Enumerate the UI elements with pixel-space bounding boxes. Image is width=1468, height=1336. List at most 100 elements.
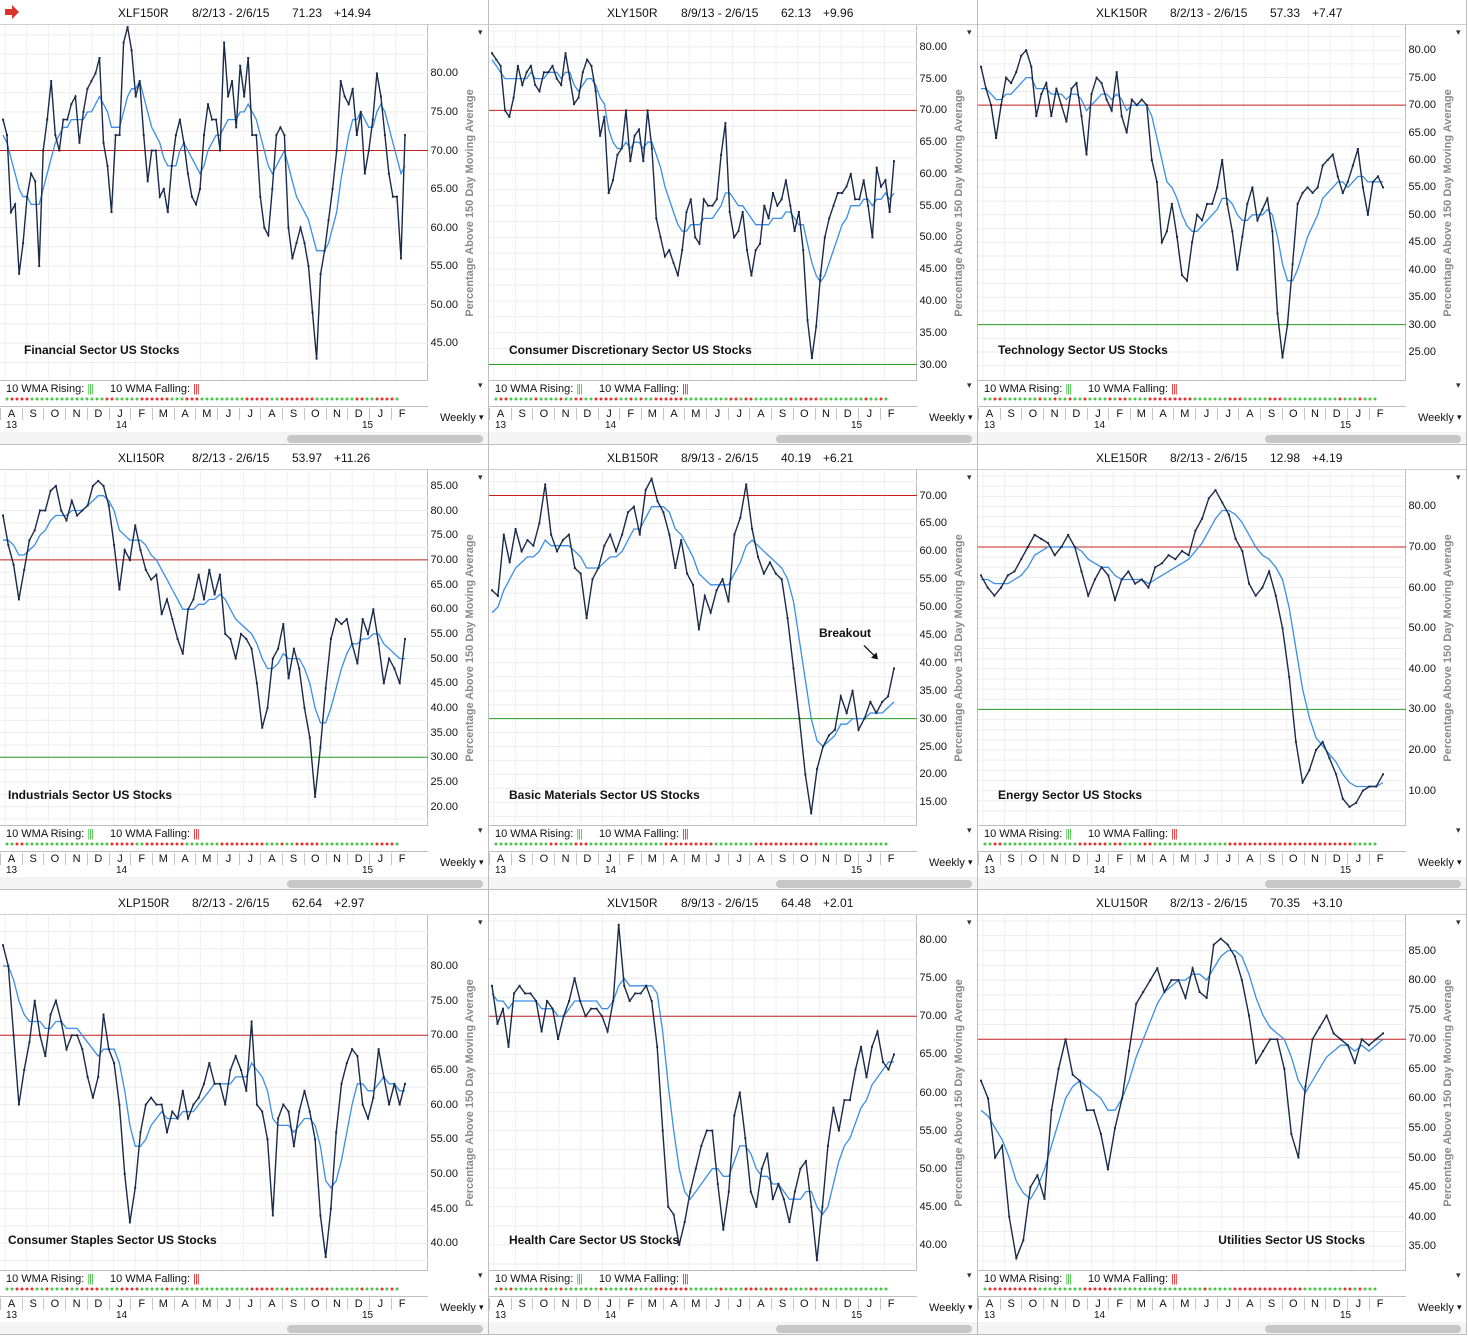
- y-axis-label: Percentage Above 150 Day Moving Average: [464, 89, 476, 317]
- plot-menu-caret[interactable]: ▾: [967, 917, 972, 927]
- scrollbar-thumb[interactable]: [1265, 435, 1461, 443]
- plot-area[interactable]: Breakout Basic Materials Sector US Stocks: [489, 470, 917, 825]
- data-point: [1127, 570, 1130, 573]
- wma-menu-caret[interactable]: ▾: [478, 1270, 483, 1280]
- plot-menu-caret[interactable]: ▾: [1456, 917, 1461, 927]
- sector-label: Health Care Sector US Stocks: [509, 1233, 680, 1247]
- data-point: [10, 211, 12, 214]
- plot-area[interactable]: Technology Sector US Stocks: [978, 25, 1406, 380]
- data-point: [1355, 801, 1358, 804]
- horizontal-scrollbar[interactable]: [978, 432, 1466, 444]
- plot-menu-caret[interactable]: ▾: [478, 27, 483, 37]
- horizontal-scrollbar[interactable]: [0, 432, 488, 444]
- wma-dot: [524, 842, 528, 846]
- scrollbar-thumb[interactable]: [776, 880, 972, 888]
- scrollbar-thumb[interactable]: [287, 435, 483, 443]
- red-arrow-icon[interactable]: [4, 5, 20, 19]
- plot-area[interactable]: Health Care Sector US Stocks: [489, 915, 917, 1270]
- plot-menu-caret[interactable]: ▾: [478, 472, 483, 482]
- period-caret[interactable]: ▾: [1457, 1302, 1462, 1312]
- wma-dot: [340, 397, 344, 401]
- data-point: [261, 726, 264, 729]
- period-caret[interactable]: ▾: [968, 857, 973, 867]
- period-caret[interactable]: ▾: [479, 412, 484, 422]
- horizontal-scrollbar[interactable]: [0, 877, 488, 889]
- y-tick-label: 75.00: [430, 994, 458, 1007]
- wma-dot: [814, 397, 818, 401]
- data-point: [733, 533, 736, 536]
- plot-area[interactable]: Utilities Sector US Stocks: [978, 915, 1406, 1270]
- wma-dot: [1323, 1287, 1327, 1291]
- wma-dot: [1053, 397, 1057, 401]
- scrollbar-thumb[interactable]: [287, 880, 483, 888]
- plot-area[interactable]: Financial Sector US Stocks: [0, 25, 428, 380]
- plot-area[interactable]: Energy Sector US Stocks: [978, 470, 1406, 825]
- wma-menu-caret[interactable]: ▾: [1456, 825, 1461, 835]
- data-point: [211, 118, 213, 121]
- horizontal-scrollbar[interactable]: [489, 1322, 977, 1334]
- x-month-label: M: [1173, 408, 1195, 420]
- wma-menu-caret[interactable]: ▾: [478, 825, 483, 835]
- wma-dot: [864, 397, 868, 401]
- chart-header: XLE150R 8/2/13 - 2/6/15 12.98 +4.19: [978, 445, 1466, 470]
- period-caret[interactable]: ▾: [479, 1302, 484, 1312]
- wma-dot: [854, 397, 858, 401]
- horizontal-scrollbar[interactable]: [489, 432, 977, 444]
- wma-dot: [1213, 842, 1217, 846]
- wma-dot: [115, 1287, 119, 1291]
- x-month-label: J: [727, 408, 750, 420]
- x-year-label: 14: [605, 1310, 617, 1321]
- period-caret[interactable]: ▾: [1457, 412, 1462, 422]
- wma-dot: [1088, 842, 1092, 846]
- data-point: [782, 1198, 785, 1201]
- wma-menu-caret[interactable]: ▾: [967, 1270, 972, 1280]
- plot-area[interactable]: Consumer Discretionary Sector US Stocks: [489, 25, 917, 380]
- period-caret[interactable]: ▾: [1457, 857, 1462, 867]
- wma-dot: [514, 397, 518, 401]
- wma-menu-caret[interactable]: ▾: [967, 380, 972, 390]
- wma-dot: [1058, 397, 1062, 401]
- price-line: [2, 479, 406, 797]
- scrollbar-thumb[interactable]: [776, 1325, 972, 1333]
- wma-dot: [1368, 397, 1372, 401]
- data-point: [768, 561, 771, 564]
- data-point: [81, 1048, 84, 1051]
- wma-menu-caret[interactable]: ▾: [967, 825, 972, 835]
- period-caret[interactable]: ▾: [968, 1302, 973, 1312]
- plot-menu-caret[interactable]: ▾: [1456, 472, 1461, 482]
- data-point: [507, 1045, 510, 1048]
- horizontal-scrollbar[interactable]: [489, 877, 977, 889]
- wma-menu-caret[interactable]: ▾: [1456, 1270, 1461, 1280]
- wma-dot: [1008, 397, 1012, 401]
- y-tick-label: 70.00: [919, 1010, 947, 1023]
- x-month-label: J: [1086, 853, 1109, 865]
- wma-dot: [829, 1287, 833, 1291]
- wma-dot: [609, 1287, 613, 1291]
- scrollbar-thumb[interactable]: [776, 435, 972, 443]
- x-year-label: 15: [851, 420, 863, 431]
- data-point: [197, 573, 200, 576]
- plot-menu-caret[interactable]: ▾: [1456, 27, 1461, 37]
- wma-menu-caret[interactable]: ▾: [478, 380, 483, 390]
- wma-dot: [1343, 1287, 1347, 1291]
- wma-menu-caret[interactable]: ▾: [1456, 380, 1461, 390]
- horizontal-scrollbar[interactable]: [978, 877, 1466, 889]
- wma-rising-bars: |||: [87, 383, 94, 395]
- wma-dot: [1243, 1287, 1247, 1291]
- period-caret[interactable]: ▾: [479, 857, 484, 867]
- plot-menu-caret[interactable]: ▾: [478, 917, 483, 927]
- wma-dot: [35, 842, 39, 846]
- scrollbar-thumb[interactable]: [287, 1325, 483, 1333]
- data-point: [377, 642, 380, 645]
- wma-rising: 10 WMA Rising: |||: [984, 383, 1072, 395]
- plot-area[interactable]: Industrials Sector US Stocks: [0, 470, 428, 825]
- period-caret[interactable]: ▾: [968, 412, 973, 422]
- horizontal-scrollbar[interactable]: [978, 1322, 1466, 1334]
- plot-menu-caret[interactable]: ▾: [967, 27, 972, 37]
- data-point: [130, 49, 133, 52]
- scrollbar-thumb[interactable]: [1265, 880, 1461, 888]
- scrollbar-thumb[interactable]: [1265, 1325, 1461, 1333]
- plot-menu-caret[interactable]: ▾: [967, 472, 972, 482]
- horizontal-scrollbar[interactable]: [0, 1322, 488, 1334]
- plot-area[interactable]: Consumer Staples Sector US Stocks: [0, 915, 428, 1270]
